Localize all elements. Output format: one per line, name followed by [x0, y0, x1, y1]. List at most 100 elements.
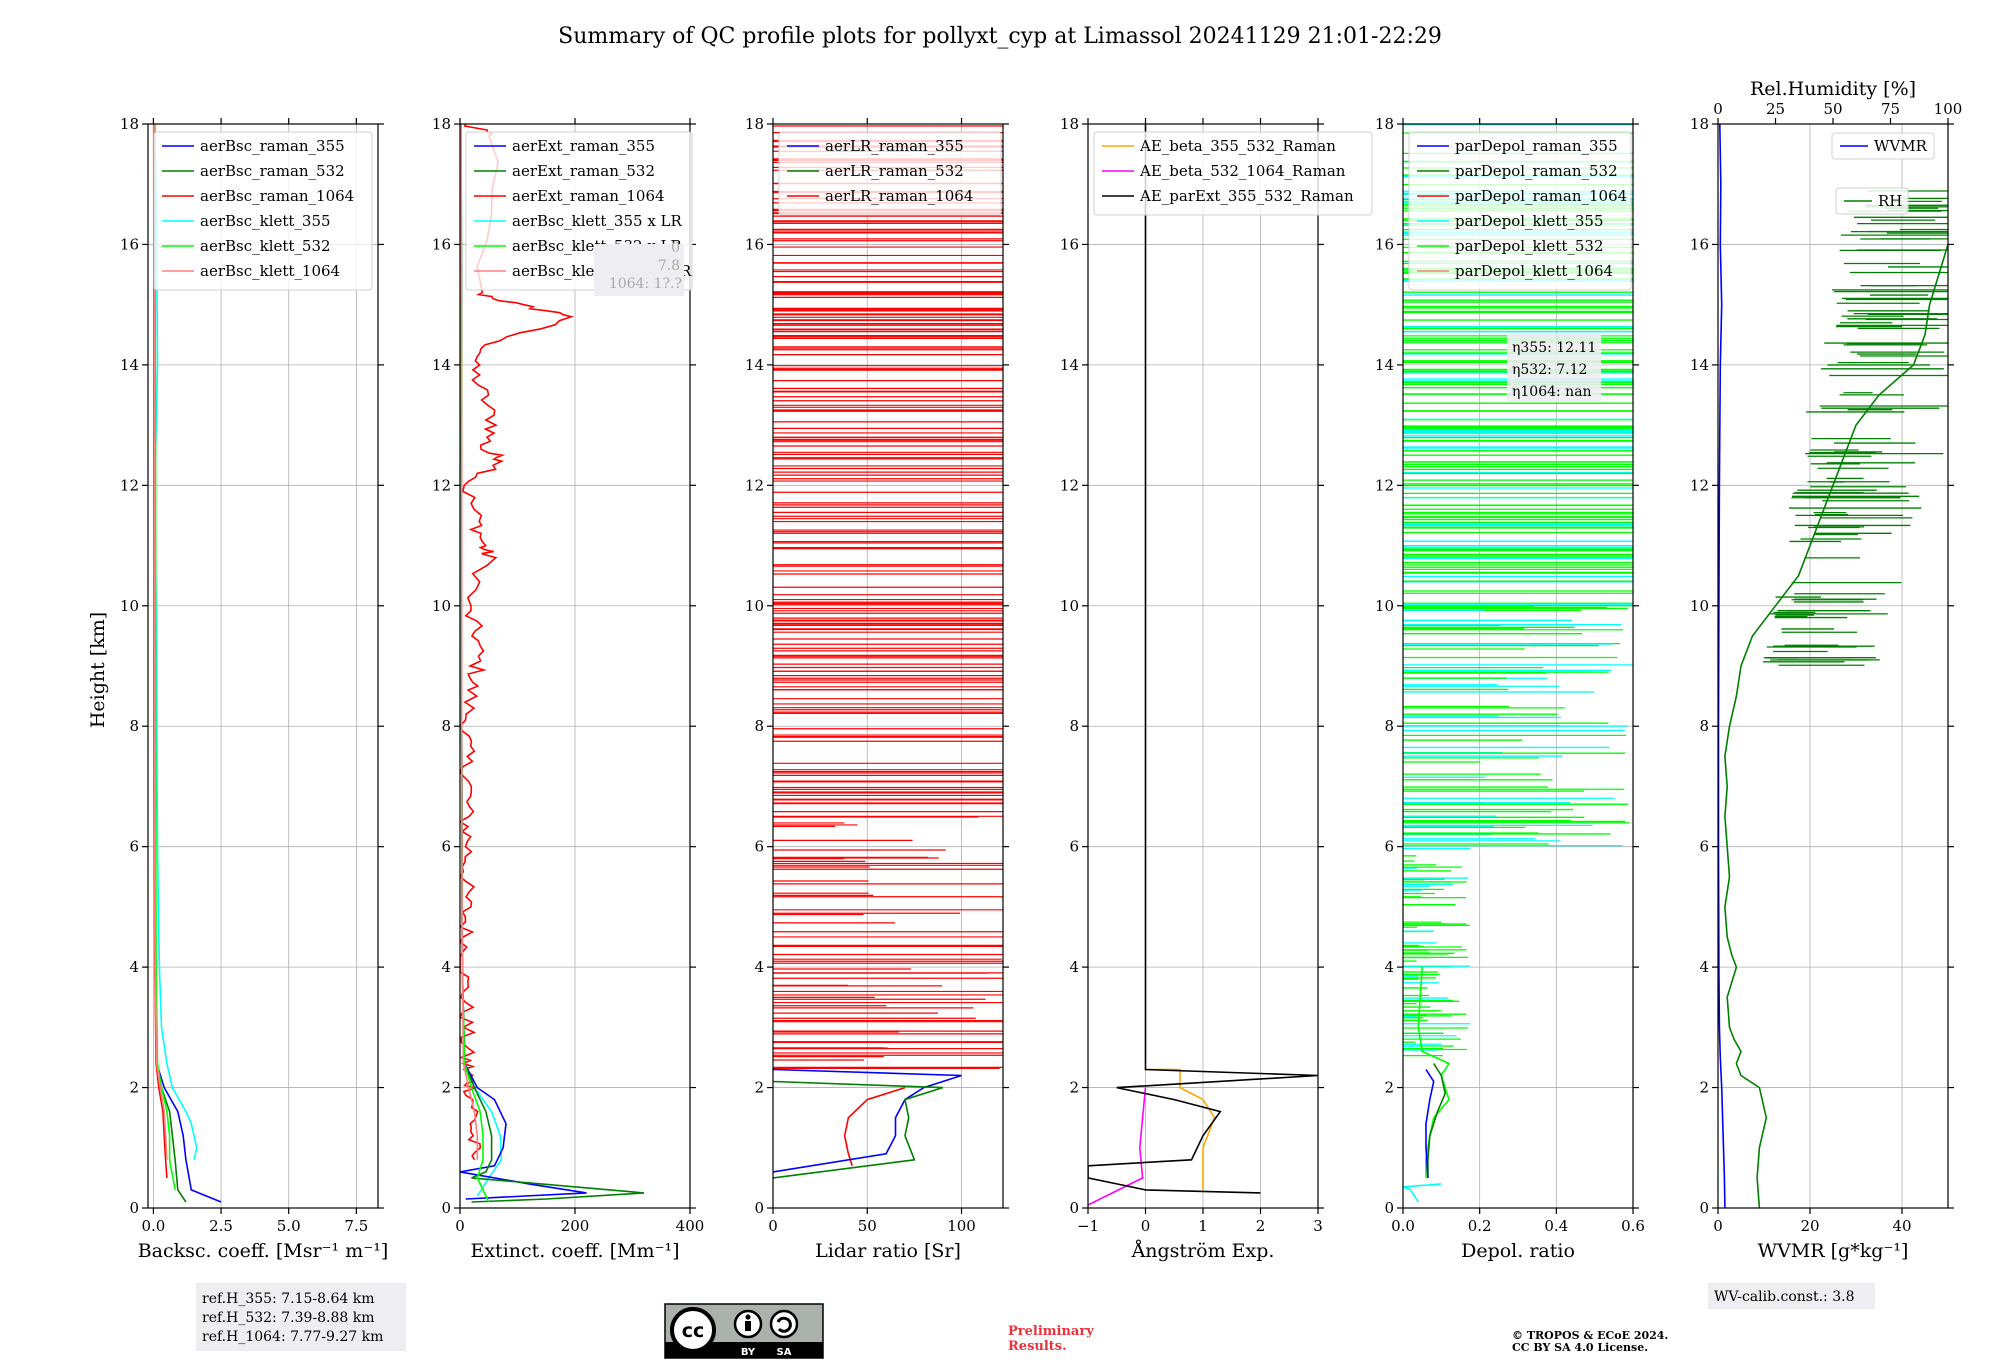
y-tick-label: 4	[1069, 958, 1079, 976]
hidden-legend-fragment-3: 1064: 1?.?	[609, 276, 682, 292]
x-tick-label: −1	[1077, 1217, 1099, 1235]
y-tick-label: 2	[1699, 1079, 1709, 1097]
y-tick-label: 2	[1384, 1079, 1394, 1097]
y-tick-label: 18	[1060, 115, 1079, 133]
x-tick-label: 0	[455, 1217, 465, 1235]
axes-frame	[147, 123, 379, 1209]
y-tick-label: 12	[1375, 476, 1394, 494]
copyright-line-2: CC BY SA 4.0 License.	[1512, 1341, 1648, 1354]
top-tick-label: 100	[1934, 100, 1963, 118]
axes-frame	[772, 123, 1004, 1209]
grid	[1087, 123, 1319, 1209]
x-tick-label: 3	[1313, 1217, 1323, 1235]
y-tick-label: 16	[745, 235, 764, 253]
y-tick-label: 6	[441, 838, 451, 856]
x-tick-label: 20	[1800, 1217, 1819, 1235]
y-tick-label: 8	[1699, 717, 1709, 735]
eta-box	[1507, 334, 1601, 402]
y-tick-label: 12	[432, 476, 451, 494]
legend-label: aerExt_raman_1064	[512, 187, 665, 205]
y-tick-label: 14	[1690, 356, 1709, 374]
y-tick-label: 14	[1375, 356, 1394, 374]
y-tick-label: 2	[129, 1079, 139, 1097]
x-tick-label: 1	[1198, 1217, 1208, 1235]
legend-label: aerLR_raman_355	[825, 137, 964, 155]
x-tick-label: 0.6	[1621, 1217, 1645, 1235]
series-parDepol_klett_355	[1403, 1183, 1442, 1203]
y-tick-label: 18	[1375, 115, 1394, 133]
cc-by-label: BY	[741, 1347, 756, 1358]
legend-label: parDepol_klett_1064	[1455, 262, 1613, 280]
y-tick-label: 8	[129, 717, 139, 735]
x-tick-label: 0.4	[1544, 1217, 1568, 1235]
legend-label: aerBsc_klett_532	[200, 237, 331, 255]
attribution-body	[745, 1321, 751, 1331]
panel-depolarization: 0 2 4 6 8 10 12 14 16 18 0.0 0.2 0.4 0.6 Depol. ratio p…	[1375, 115, 1645, 1262]
legend-label: parDepol_raman_532	[1455, 162, 1618, 180]
panel-backscatter: 0 2 4 6 8 10 12 14 16 18 0.0 2.5 5.0 7.5 Backsc. coeff…	[120, 115, 388, 1262]
eta-label: η1064: nan	[1512, 384, 1592, 400]
y-tick-label: 18	[745, 115, 764, 133]
cc-sa-label: SA	[777, 1347, 792, 1358]
x-axis-label: Extinct. coeff. [Mm⁻¹]	[470, 1240, 679, 1262]
y-tick-label: 4	[1699, 958, 1709, 976]
legend-label: aerBsc_raman_1064	[200, 187, 354, 205]
x-tick-label: 7.5	[344, 1217, 368, 1235]
y-tick-label: 12	[1060, 476, 1079, 494]
wv-calib-text: WV-calib.const.: 3.8	[1714, 1289, 1854, 1305]
series-parDepol_raman_532	[1427, 1063, 1447, 1178]
y-tick-label: 10	[432, 597, 451, 615]
y-tick-label: 10	[1060, 597, 1079, 615]
legend-box	[153, 131, 373, 291]
x-axis-label: Backsc. coeff. [Msr⁻¹ m⁻¹]	[138, 1240, 389, 1262]
x-tick-label: 0.2	[1468, 1217, 1492, 1235]
y-tick-label: 8	[1069, 717, 1079, 735]
y-tick-label: 18	[432, 115, 451, 133]
y-tick-label: 12	[1690, 476, 1709, 494]
top-axis-label: Rel.Humidity [%]	[1750, 78, 1916, 100]
legend: WVMR RH	[1831, 132, 1935, 215]
top-tick-label: 25	[1766, 100, 1785, 118]
y-tick-label: 18	[120, 115, 139, 133]
panel-lidar_ratio: 0 2 4 6 8 10 12 14 16 18 0 50 100 Lidar ratio [Sr] aer…	[745, 115, 1009, 1262]
legend-label: aerBsc_klett_1064	[200, 262, 340, 280]
x-axis-label: Ångström Exp.	[1131, 1240, 1275, 1262]
legend-label: parDepol_klett_355	[1455, 212, 1604, 230]
y-tick-label: 10	[120, 597, 139, 615]
y-tick-label: 12	[120, 476, 139, 494]
cc-logo-text: cc	[682, 1320, 705, 1342]
legend-label: RH	[1878, 192, 1902, 210]
series-aerExt_raman_1064	[460, 124, 575, 1161]
y-tick-label: 0	[441, 1199, 451, 1217]
y-tick-label: 8	[1384, 717, 1394, 735]
y-tick-label: 4	[754, 958, 764, 976]
x-axis-label: Lidar ratio [Sr]	[815, 1240, 961, 1262]
series-aerLR_raman_532	[773, 1080, 943, 1179]
plot-area	[460, 124, 645, 1203]
x-tick-label: 0	[768, 1217, 778, 1235]
legend-label: parDepol_klett_532	[1455, 237, 1604, 255]
preliminary-line-2: Results.	[1008, 1339, 1067, 1354]
legend-label: parDepol_raman_355	[1455, 137, 1618, 155]
x-tick-label: 400	[676, 1217, 705, 1235]
x-tick-label: 2.5	[209, 1217, 233, 1235]
legend-label: AE_beta_355_532_Raman	[1139, 137, 1336, 155]
ref-height-355: ref.H_355: 7.15-8.64 km	[202, 1291, 375, 1307]
series-parDepol_klett_532	[1417, 967, 1451, 1178]
eta-label: η532: 7.12	[1512, 362, 1587, 378]
y-tick-label: 0	[754, 1199, 764, 1217]
series-WVMR	[1718, 124, 1726, 1208]
legend-box	[778, 131, 1002, 216]
legend-label: WVMR	[1874, 137, 1928, 155]
legend-label: aerLR_raman_1064	[825, 187, 973, 205]
eta-label: η355: 12.11	[1512, 340, 1596, 356]
grid	[1717, 123, 1948, 1209]
y-tick-label: 6	[1069, 838, 1079, 856]
plot-area	[1088, 124, 1318, 1206]
x-tick-label: 200	[561, 1217, 590, 1235]
y-tick-label: 16	[1060, 235, 1079, 253]
y-tick-label: 8	[441, 717, 451, 735]
ref-height-532: ref.H_532: 7.39-8.88 km	[202, 1310, 375, 1326]
